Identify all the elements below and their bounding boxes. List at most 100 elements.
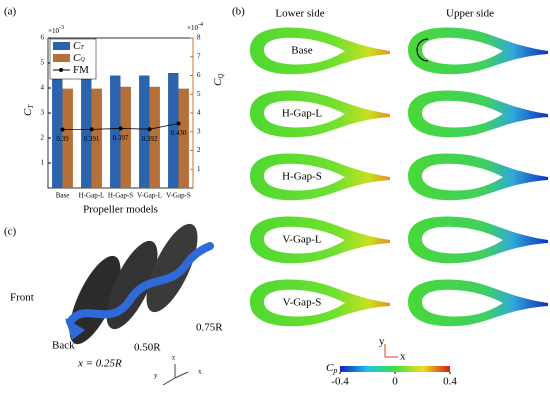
legend-label: T (80, 45, 84, 51)
bar (149, 86, 160, 188)
bar (120, 86, 131, 188)
marker (176, 121, 181, 126)
bar (178, 88, 189, 188)
bar (62, 88, 73, 188)
y-axis-label: C (22, 108, 34, 116)
row-label: V-Gap-S (283, 297, 322, 309)
bar (81, 76, 92, 188)
legend-swatch (59, 68, 63, 72)
x-tick-label: H-Gap-S (108, 192, 133, 200)
y2-tick-label: 6 (197, 71, 201, 79)
blade-upper (408, 153, 548, 201)
blade-lower (250, 27, 390, 75)
y-tick-label: 4 (41, 84, 45, 92)
y2-exponent: ×10-4 (187, 22, 203, 31)
rotor-render (65, 223, 214, 345)
axis-label: x (198, 368, 202, 376)
y-tick-label: 2 (41, 134, 45, 142)
panel-label: (b) (232, 6, 245, 18)
y-exponent: -3 (59, 25, 64, 31)
y2-tick-label: 7 (197, 52, 201, 60)
y-axis-label: T (27, 104, 35, 109)
y2-tick-label: 8 (197, 34, 201, 42)
row-label: H-Gap-L (282, 108, 323, 120)
axis-label: y (379, 336, 385, 348)
bar (139, 75, 150, 188)
row-label: Base (291, 45, 313, 57)
y2-axis-label: Q (217, 74, 225, 79)
rotor-label: x = 0.25R (77, 358, 122, 370)
row-label: H-Gap-S (282, 171, 322, 183)
data-label: 0.392 (142, 135, 158, 143)
y2-axis-label: C (212, 78, 224, 86)
rotor-label: 0.50R (134, 342, 161, 354)
row-label: V-Gap-L (282, 234, 322, 246)
rotor-label: 0.75R (196, 322, 223, 334)
data-label: 0.397 (113, 134, 129, 142)
legend-label: FM (73, 64, 89, 76)
colorbar-label: 0.4 (443, 376, 457, 388)
y2-tick-label: 5 (197, 90, 201, 98)
column-title: Upper side (446, 8, 494, 20)
y2-tick-label: 1 (197, 165, 201, 173)
colorbar-title: C (326, 362, 334, 374)
y-exponent: ×10 (48, 27, 59, 35)
x-tick-label: V-Gap-L (137, 192, 162, 200)
colorbar-label: -0.4 (331, 376, 349, 388)
legend-swatch (53, 42, 70, 50)
legend-label: Q (80, 57, 85, 63)
data-label: 0.39 (56, 135, 69, 143)
marker-arc (416, 38, 429, 62)
marker (147, 127, 152, 132)
y2-exponent: ×10 (187, 24, 198, 32)
axis-label: x (400, 351, 406, 363)
colorbar-title: p (332, 366, 337, 375)
data-label: 0.391 (84, 135, 100, 143)
blade-upper (408, 27, 548, 75)
contours: Base H-Gap-L H-Gap-S V-Gap-L V-Gap-S -0.4 0 0.4… (250, 27, 548, 388)
colorbar-label: 0 (392, 376, 398, 388)
y2-tick-label: 4 (197, 109, 201, 117)
y-tick-label: 5 (41, 59, 45, 67)
y2-axis-label: CQ (212, 74, 225, 86)
legend-label: CT (73, 40, 84, 52)
legend-swatch (53, 54, 70, 62)
bar (91, 88, 102, 188)
x-axis-label: Propeller models (83, 204, 158, 216)
blade-upper (408, 279, 548, 327)
x-tick-label: Base (56, 192, 70, 200)
legend-label: FM (73, 64, 89, 76)
marker (60, 127, 65, 132)
x-tick-label: H-Gap-L (79, 192, 105, 200)
y2-tick-label: 2 (197, 146, 201, 154)
colorbar-title: Cp (326, 362, 337, 375)
y2-exponent: -4 (198, 22, 203, 28)
panel-label: (c) (4, 226, 17, 238)
bar (52, 78, 63, 188)
axis-label: z (172, 354, 175, 362)
axis-triad (162, 364, 189, 386)
column-title: Lower side (275, 8, 324, 20)
blade-upper (408, 90, 548, 138)
colorbar (340, 366, 450, 372)
bar (168, 73, 179, 188)
y-tick-label: 1 (41, 159, 45, 167)
y2-tick-label: 3 (197, 127, 201, 135)
data-label: 0.430 (171, 129, 187, 137)
marker (89, 127, 94, 132)
y-tick-label: 3 (41, 109, 45, 117)
legend-label: C (73, 52, 81, 64)
blade-upper (408, 216, 548, 264)
y-exponent: ×10-3 (48, 25, 64, 34)
legend-label: C (73, 40, 81, 52)
x-tick-label: V-Gap-S (166, 192, 191, 200)
axis-label: y (154, 372, 158, 380)
panel-label: (a) (4, 6, 17, 18)
legend-label: CQ (73, 52, 85, 64)
y-axis-label: CT (22, 104, 35, 116)
marker (118, 126, 123, 131)
y-tick-label: 6 (41, 34, 45, 42)
rotor-label: Back (52, 340, 75, 352)
